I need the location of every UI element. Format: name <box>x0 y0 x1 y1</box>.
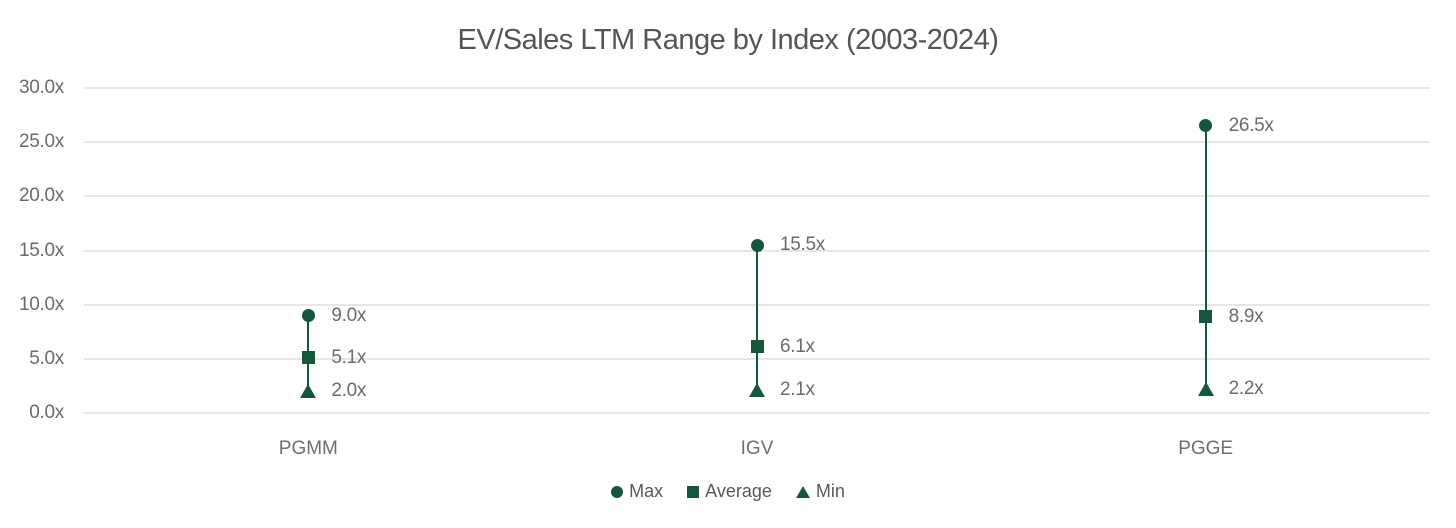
average-value-label: 8.9x <box>1228 305 1264 327</box>
range-line-igv <box>756 245 758 391</box>
x-axis-category-label: IGV <box>740 438 774 459</box>
chart-legend: Max Average Min <box>0 481 1456 502</box>
y-axis-tick-label: 30.0x <box>19 77 64 98</box>
y-axis-tick-label: 5.0x <box>29 347 64 369</box>
x-axis-category-label: PGMM <box>278 438 338 459</box>
min-value-label: 2.1x <box>780 379 815 401</box>
square-icon <box>687 485 700 498</box>
y-axis-tick-label: 0.0x <box>29 402 64 423</box>
gridline <box>84 195 1430 198</box>
legend-label: Min <box>815 481 845 501</box>
gridline <box>84 412 1430 414</box>
gridline <box>84 141 1430 144</box>
gridline <box>84 87 1430 89</box>
min-marker <box>300 383 317 398</box>
y-axis-tick-label: 10.0x <box>19 293 64 315</box>
max-marker <box>301 309 315 322</box>
min-marker <box>749 382 765 397</box>
legend-item-max: Max <box>611 481 663 502</box>
min-value-label: 2.2x <box>1228 378 1264 400</box>
y-axis-tick-label: 25.0x <box>19 131 64 153</box>
legend-item-average: Average <box>687 481 772 502</box>
circle-icon <box>611 485 624 498</box>
legend-label: Average <box>705 481 772 501</box>
average-marker <box>1199 310 1213 324</box>
legend-item-min: Min <box>795 481 845 502</box>
max-value-label: 26.5x <box>1228 114 1274 136</box>
average-value-label: 5.1x <box>331 346 367 368</box>
average-marker <box>301 351 315 365</box>
min-value-label: 2.0x <box>331 380 367 402</box>
max-marker <box>750 238 764 252</box>
max-value-label: 15.5x <box>780 234 825 256</box>
max-marker <box>1199 119 1213 133</box>
min-marker <box>1197 381 1214 396</box>
triangle-icon <box>795 485 810 498</box>
legend-label: Max <box>629 481 664 501</box>
max-value-label: 9.0x <box>331 304 367 326</box>
chart-title: EV/Sales LTM Range by Index (2003-2024) <box>457 24 999 56</box>
average-marker <box>750 340 764 354</box>
y-axis-tick-label: 20.0x <box>19 185 64 207</box>
x-axis-category-label: PGGE <box>1178 438 1234 459</box>
y-axis-tick-label: 15.0x <box>19 239 64 261</box>
range-line-pgge <box>1204 125 1207 390</box>
average-value-label: 6.1x <box>780 335 815 357</box>
